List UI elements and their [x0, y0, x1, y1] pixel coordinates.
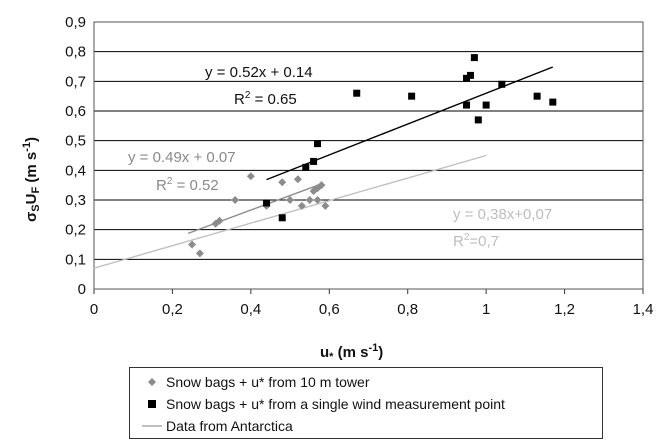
r2-antarctica: R2=0,7: [453, 232, 499, 250]
y-tick-label: 0,4: [65, 162, 86, 179]
y-tick-label: 0,8: [65, 44, 86, 61]
trend-line-2: [93, 154, 487, 269]
square-point: [463, 101, 471, 109]
square-point: [353, 89, 361, 97]
equation-annotation-single-point: y = 0.52x + 0.14 R2 = 0.65: [205, 64, 313, 108]
square-point: [474, 116, 482, 124]
y-tick-label: 0,2: [65, 222, 86, 239]
x-tick-label: 1,2: [554, 301, 575, 318]
tick-labels: 0 0,1 0,2 0,3 0,4 0,5 0,6 0,7 0,8 0,9 0 0,2 0,4 0,6 0,…: [65, 14, 653, 318]
square-marker-icon: [148, 400, 156, 408]
diamond-point: [246, 172, 255, 181]
diamond-point: [317, 181, 326, 190]
y-tick-label: 0: [78, 281, 86, 298]
y-tick-label: 0,6: [65, 103, 86, 120]
square-point: [466, 71, 474, 79]
legend-item-antarctica: Data from Antarctica: [130, 415, 602, 437]
legend-label-antarctica: Data from Antarctica: [166, 418, 293, 434]
diamond-point: [278, 178, 287, 187]
square-point: [314, 140, 322, 148]
square-point: [463, 74, 471, 82]
equation-annotation-tower: y = 0.49x + 0.07 R2 = 0.52: [128, 149, 236, 194]
legend-label-single-point: Snow bags + u* from a single wind measur…: [166, 396, 505, 412]
diamond-point: [195, 249, 204, 258]
x-tick-label: 1,4: [633, 301, 654, 318]
diamond-point: [313, 196, 322, 204]
x-tick-label: 0,8: [397, 301, 418, 318]
y-axis-title: σSUF (m s-1): [21, 137, 42, 222]
legend: Snow bags + u* from 10 m tower Snow bags…: [129, 367, 603, 439]
y-tick-label: 0,9: [65, 14, 86, 31]
x-tick-label: 0,4: [240, 301, 261, 318]
square-point: [278, 214, 286, 222]
x-tick-label: 0,2: [162, 301, 183, 318]
square-point: [408, 92, 416, 100]
square-point: [498, 80, 506, 88]
diamond-point: [188, 240, 197, 249]
equation-annotation-antarctica: y = 0,38x+0,07 R2=0,7: [453, 206, 552, 250]
legend-item-tower: Snow bags + u* from 10 m tower: [130, 371, 602, 393]
x-axis-title: u* (m s-1): [320, 342, 383, 363]
y-tick-label: 0,5: [65, 133, 86, 150]
square-point: [470, 54, 478, 62]
square-point: [263, 199, 271, 207]
equation-single-point: y = 0.52x + 0.14: [205, 64, 313, 81]
diamond-point: [231, 196, 240, 204]
diamond-point: [286, 196, 295, 204]
diamond-point: [293, 175, 302, 184]
square-point: [310, 157, 318, 165]
x-tick-label: 1: [482, 301, 490, 318]
trend-line-0: [187, 183, 322, 235]
plot-area-frame: [93, 21, 644, 290]
diamond-point: [321, 201, 330, 210]
square-point: [533, 92, 541, 100]
square-point: [302, 163, 310, 171]
diamond-point: [305, 196, 314, 204]
y-tick-label: 0,7: [65, 73, 86, 90]
equation-antarctica: y = 0,38x+0,07: [453, 206, 552, 223]
data-points: [188, 54, 557, 258]
legend-label-tower: Snow bags + u* from 10 m tower: [166, 374, 370, 390]
r2-single-point: R2 = 0.65: [234, 90, 297, 108]
x-tick-label: 0: [90, 301, 98, 318]
x-tick-label: 0,6: [319, 301, 340, 318]
y-tick-label: 0,3: [65, 192, 86, 209]
line-marker-icon: [142, 425, 162, 427]
square-point: [482, 101, 490, 109]
y-tick-label: 0,1: [65, 251, 86, 268]
legend-item-single-point: Snow bags + u* from a single wind measur…: [130, 393, 602, 415]
r2-tower: R2 = 0.52: [156, 176, 219, 194]
diamond-point: [215, 216, 224, 225]
square-point: [549, 98, 557, 106]
trend-line-1: [266, 66, 554, 181]
diamond-marker-icon: [148, 378, 156, 386]
equation-tower: y = 0.49x + 0.07: [128, 149, 236, 166]
diamond-point: [297, 201, 306, 210]
